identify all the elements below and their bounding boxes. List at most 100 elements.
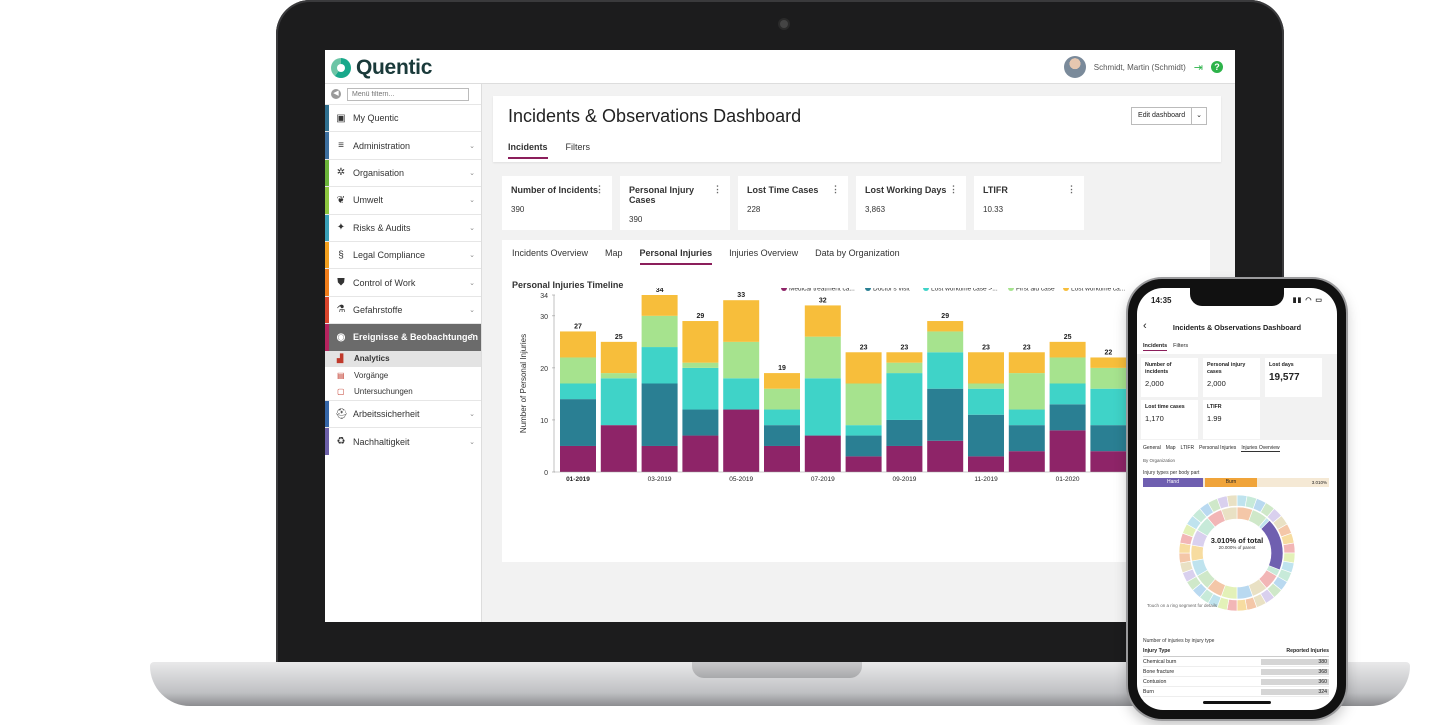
kpi-card[interactable]: LTIFR 10.33 ⋮ — [974, 176, 1084, 230]
chart-tab-injuries-overview[interactable]: Injuries Overview — [729, 248, 799, 258]
sidebar-item-organisation[interactable]: ✲ Organisation ⌄ — [325, 158, 481, 187]
kpi-card[interactable]: Personal Injury Cases 390 ⋮ — [620, 176, 730, 230]
y-tick-label: 34 — [540, 293, 548, 300]
bar-segment — [1090, 451, 1127, 472]
sidebar-item-risks-audits[interactable]: ✦ Risks & Audits ⌄ — [325, 213, 481, 241]
sidebar-item-arbeitssicherheit[interactable]: ⛑ Arbeitssicherheit ⌄ — [325, 400, 481, 428]
sidebar-item-administration[interactable]: ≡ Administration ⌄ — [325, 131, 481, 159]
bar-segment — [968, 456, 1004, 472]
sidebar-item-legal-compliance[interactable]: § Legal Compliance ⌄ — [325, 240, 481, 269]
bar-segment — [682, 435, 719, 472]
phone-kpi-card[interactable]: Personal injury cases 2,000 — [1203, 358, 1260, 397]
table-title: Number of injuries by injury type — [1143, 638, 1215, 644]
phone-tab-filters[interactable]: Filters — [1173, 343, 1189, 349]
sunburst-outer-segment[interactable] — [1282, 542, 1296, 554]
phone-kpi-card[interactable]: Number of incidents 2,000 — [1141, 358, 1198, 397]
chevron-down-icon[interactable]: ⌄ — [469, 279, 475, 287]
sidebar-color-bar — [325, 105, 329, 132]
kebab-menu-icon[interactable]: ⋮ — [831, 184, 840, 194]
sunburst-selected-segment[interactable] — [1260, 520, 1284, 571]
user-name[interactable]: Schmidt, Martin (Schmidt) — [1093, 62, 1186, 72]
phone-frame: 14:35 ▮▮ ◠ ▭ ‹ Incidents & Observations … — [1128, 279, 1346, 719]
chevron-down-icon[interactable]: ⌄ — [1191, 108, 1206, 124]
phone-kpi-label: Lost time cases — [1145, 404, 1185, 410]
chevron-down-icon[interactable]: ⌄ — [469, 169, 475, 177]
kebab-menu-icon[interactable]: ⋮ — [713, 184, 722, 194]
chart-tab-incidents-overview[interactable]: Incidents Overview — [512, 248, 589, 258]
sustain-icon: ♻ — [336, 436, 346, 448]
chart-tab-personal-injuries[interactable]: Personal Injuries — [639, 248, 713, 265]
phone-subtab-injuries-overview[interactable]: Injuries Overview — [1241, 445, 1280, 452]
phone-subtab-personal-injuries[interactable]: Personal Injuries — [1199, 445, 1237, 451]
phone-subtab-ltifr[interactable]: LTIFR — [1180, 445, 1195, 451]
kebab-menu-icon[interactable]: ⋮ — [1067, 184, 1076, 194]
avatar[interactable] — [1063, 56, 1086, 78]
sidebar-subitem-vorg-nge[interactable]: ▤ Vorgänge — [325, 367, 481, 384]
chevron-down-icon[interactable]: ⌄ — [469, 224, 475, 232]
phone-subtab-general[interactable]: General — [1143, 445, 1161, 451]
kebab-menu-icon[interactable]: ⋮ — [949, 184, 958, 194]
bar-segment — [600, 373, 637, 379]
bar-segment — [1090, 425, 1127, 452]
dashboard-header: Incidents & Observations Dashboard Edit … — [493, 96, 1221, 162]
table-row[interactable]: Contusion 360 — [1143, 677, 1329, 687]
collapse-back-icon[interactable]: ◀ — [331, 89, 341, 99]
phone-kpi-card[interactable]: Lost time cases 1,170 — [1141, 400, 1198, 439]
phone-kpi-card[interactable]: LTIFR 1.99 — [1203, 400, 1260, 439]
chart-tab-map[interactable]: Map — [605, 248, 623, 258]
phone-subtab-map[interactable]: Map — [1165, 445, 1176, 451]
edit-dashboard-button[interactable]: Edit dashboard ⌄ — [1131, 107, 1207, 125]
chevron-down-icon[interactable]: ⌄ — [469, 252, 475, 260]
sunburst-outer-segment[interactable] — [1226, 494, 1238, 508]
help-icon[interactable]: ? — [1211, 61, 1223, 73]
crumb-burn[interactable]: Burn — [1205, 478, 1257, 487]
sidebar-item-gefahrstoffe[interactable]: ⚗ Gefahrstoffe ⌄ — [325, 295, 481, 324]
chevron-down-icon[interactable]: ⌄ — [469, 197, 475, 205]
phone-kpi-card[interactable]: Lost days 19,577 — [1265, 358, 1322, 397]
logout-icon[interactable]: ⇥ — [1193, 61, 1203, 74]
sidebar-subitem-untersuchungen[interactable]: ▢ Untersuchungen — [325, 384, 481, 401]
brand-logo[interactable]: Quentic — [331, 56, 432, 80]
bar-segment — [1049, 357, 1086, 384]
sidebar-item-ereignisse-beobachtungen[interactable]: ◉ Ereignisse & Beobachtungen ⌃ — [325, 323, 481, 351]
sidebar: ◀ ▣ My Quentic ≡ Administration ⌄ ✲ Organisati… — [325, 84, 482, 622]
sidebar-items: ▣ My Quentic ≡ Administration ⌄ ✲ Organisation… — [325, 104, 481, 455]
table-row[interactable]: Burn 324 — [1143, 687, 1329, 697]
sunburst-outer-segment[interactable] — [1236, 598, 1248, 612]
sidebar-item-my-quentic[interactable]: ▣ My Quentic — [325, 104, 481, 132]
sunburst-inner-segment[interactable] — [1220, 506, 1238, 522]
brand-name: Quentic — [356, 56, 433, 79]
sunburst-outer-segment[interactable] — [1178, 552, 1192, 564]
phone-tab-incidents[interactable]: Incidents — [1143, 343, 1168, 351]
tab-filters[interactable]: Filters — [565, 142, 591, 152]
kpi-card[interactable]: Lost Working Days 3,863 ⋮ — [856, 176, 966, 230]
kpi-card[interactable]: Number of Incidents 390 ⋮ — [502, 176, 612, 230]
phone-header: ‹ Incidents & Observations Dashboard — [1137, 314, 1337, 340]
table-row[interactable]: Chemical burn 380 — [1143, 657, 1329, 667]
col-injury-type[interactable]: Injury Type — [1143, 648, 1171, 654]
chevron-down-icon[interactable]: ⌄ — [469, 142, 475, 150]
chevron-up-icon[interactable]: ⌃ — [469, 334, 475, 342]
kpi-card[interactable]: Lost Time Cases 228 ⋮ — [738, 176, 848, 230]
back-arrow-icon[interactable]: ‹ — [1143, 320, 1147, 332]
sidebar-item-control-of-work[interactable]: ⛊ Control of Work ⌄ — [325, 268, 481, 296]
bar-total-label: 23 — [860, 344, 868, 351]
sidebar-subitem-analytics[interactable]: ▟ Analytics — [325, 350, 481, 368]
sidebar-item-label: Organisation — [353, 167, 405, 178]
col-reported-injuries[interactable]: Reported Injuries — [1286, 648, 1329, 654]
crumb-hand[interactable]: Hand — [1143, 478, 1203, 487]
tab-incidents[interactable]: Incidents — [508, 142, 548, 159]
kebab-menu-icon[interactable]: ⋮ — [595, 184, 604, 194]
bar-segment — [764, 409, 800, 426]
chevron-down-icon[interactable]: ⌄ — [469, 411, 475, 419]
sidebar-item-umwelt[interactable]: ❦ Umwelt ⌄ — [325, 186, 481, 214]
sidebar-item-nachhaltigkeit[interactable]: ♻ Nachhaltigkeit ⌄ — [325, 427, 481, 455]
chart-tab-data-by-organization[interactable]: Data by Organization — [815, 248, 900, 258]
menu-filter-input[interactable] — [347, 87, 469, 101]
chevron-down-icon[interactable]: ⌄ — [469, 306, 475, 314]
chevron-down-icon[interactable]: ⌄ — [469, 438, 475, 446]
table-row[interactable]: Bone fracture 368 — [1143, 667, 1329, 677]
bar-segment — [1008, 409, 1045, 426]
cell-injury-type: Burn — [1143, 688, 1154, 695]
sunburst-chart[interactable] — [1178, 494, 1296, 612]
